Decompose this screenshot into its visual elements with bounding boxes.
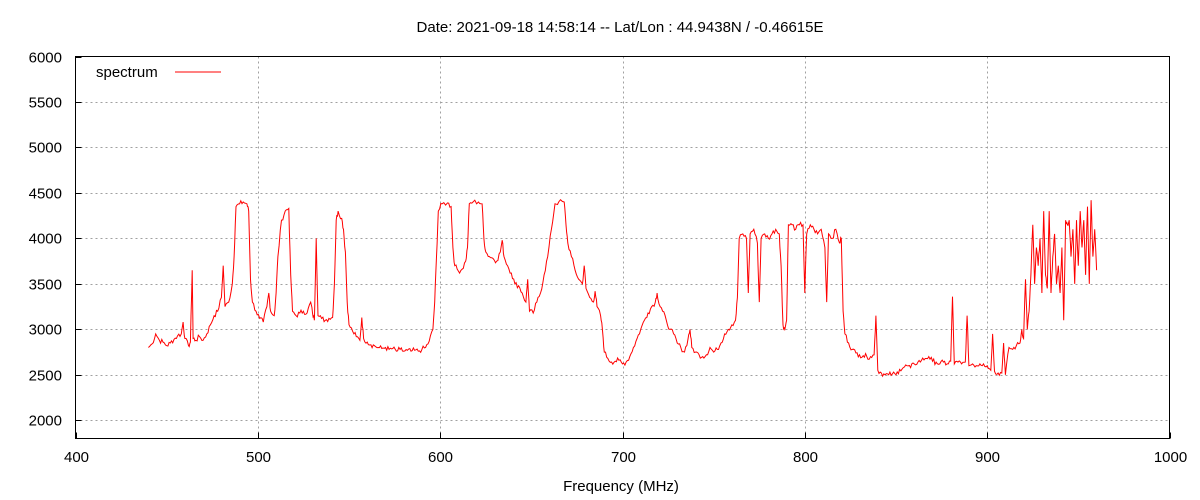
- y-axis: 2000 2500 3000 3500 4000 4500 5000 5500 6000: [29, 50, 82, 430]
- x-axis: 400 500 600 700 800 900 1000: [64, 432, 1187, 466]
- y-tick-label: 3500: [29, 277, 62, 294]
- x-tick-label: 900: [975, 449, 1000, 466]
- x-tick-label: 500: [246, 449, 271, 466]
- y-tick-label: 3000: [29, 322, 62, 339]
- x-tick-label: 700: [611, 449, 636, 466]
- x-tick-label: 800: [793, 449, 818, 466]
- plot-frame: [75, 56, 1170, 439]
- x-tick-label: 400: [64, 449, 89, 466]
- legend: spectrum: [96, 64, 221, 81]
- y-tick-label: 4000: [29, 231, 62, 248]
- y-tick-label: 4500: [29, 186, 62, 203]
- y-tick-label: 6000: [29, 50, 62, 67]
- grid-lines: [75, 56, 1170, 439]
- x-axis-label: Frequency (MHz): [563, 478, 679, 495]
- legend-label: spectrum: [96, 64, 158, 81]
- y-tick-label: 2500: [29, 368, 62, 385]
- x-tick-label: 1000: [1154, 449, 1187, 466]
- x-tick-label: 600: [428, 449, 453, 466]
- y-tick-label: 2000: [29, 413, 62, 430]
- y-tick-label: 5000: [29, 140, 62, 157]
- chart-title: Date: 2021-09-18 14:58:14 -- Lat/Lon : 4…: [417, 19, 824, 36]
- y-tick-label: 5500: [29, 95, 62, 112]
- spectrum-series-line: [148, 198, 1098, 378]
